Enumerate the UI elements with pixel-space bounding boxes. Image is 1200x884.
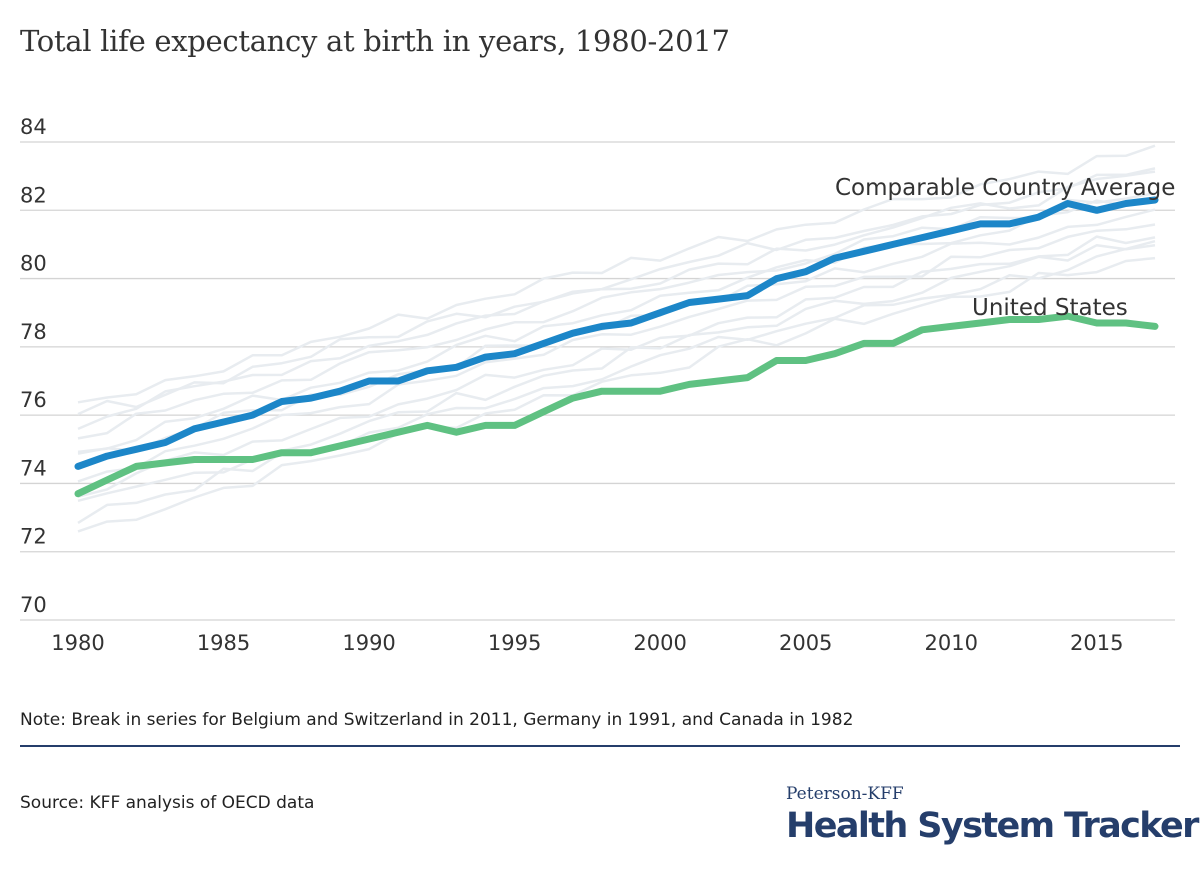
other-country-line	[77, 239, 1156, 524]
gridlines	[20, 141, 1175, 621]
x-tick-label: 1985	[197, 631, 250, 655]
other-country-line	[77, 223, 1156, 483]
other-country-line	[77, 191, 1156, 440]
y-axis-ticks: 70 72 74 76 78 80 82 84	[20, 115, 47, 617]
united-states-label: United States	[972, 295, 1128, 321]
series-labels: Comparable Country Average United States	[835, 175, 1175, 321]
y-tick-label: 74	[20, 456, 47, 480]
brand-top-text: Peterson-KFF	[786, 784, 904, 804]
life-expectancy-chart: 70 72 74 76 78 80 82 84 1980 1985 1990 1995 2000 200…	[20, 115, 1175, 655]
other-country-line	[77, 170, 1156, 431]
x-tick-label: 1995	[488, 631, 541, 655]
brand-main-text: Health System Tracker	[786, 806, 1199, 846]
y-tick-label: 72	[20, 525, 47, 549]
y-tick-label: 78	[20, 320, 47, 344]
comparable-country-average-label: Comparable Country Average	[835, 175, 1175, 201]
chart-title: Total life expectancy at birth in years,…	[20, 24, 730, 58]
other-country-line	[77, 256, 1156, 533]
x-tick-label: 2000	[633, 631, 686, 655]
other-country-line	[77, 144, 1156, 404]
x-axis-ticks: 1980 1985 1990 1995 2000 2005 2010 2015	[51, 631, 1123, 655]
comparable-country-average-line	[74, 196, 1159, 470]
brand-logo: Peterson-KFF Health System Tracker	[786, 784, 1200, 848]
united-states-line	[74, 312, 1159, 498]
y-tick-label: 76	[20, 388, 47, 412]
other-country-line	[77, 167, 1156, 416]
other-country-line	[77, 197, 1156, 454]
other-country-line	[77, 235, 1156, 498]
highlighted-series	[74, 196, 1159, 498]
x-tick-label: 2005	[779, 631, 832, 655]
x-tick-label: 1990	[342, 631, 395, 655]
y-tick-label: 80	[20, 252, 47, 276]
footer-divider	[20, 745, 1180, 747]
x-tick-label: 2010	[925, 631, 978, 655]
other-countries-lines	[77, 144, 1156, 533]
y-tick-label: 84	[20, 115, 47, 139]
y-tick-label: 82	[20, 183, 47, 207]
x-tick-label: 1980	[51, 631, 104, 655]
y-tick-label: 70	[20, 593, 47, 617]
chart-note: Note: Break in series for Belgium and Sw…	[20, 710, 854, 730]
source-text: Source: KFF analysis of OECD data	[20, 793, 315, 813]
x-tick-label: 2015	[1070, 631, 1123, 655]
